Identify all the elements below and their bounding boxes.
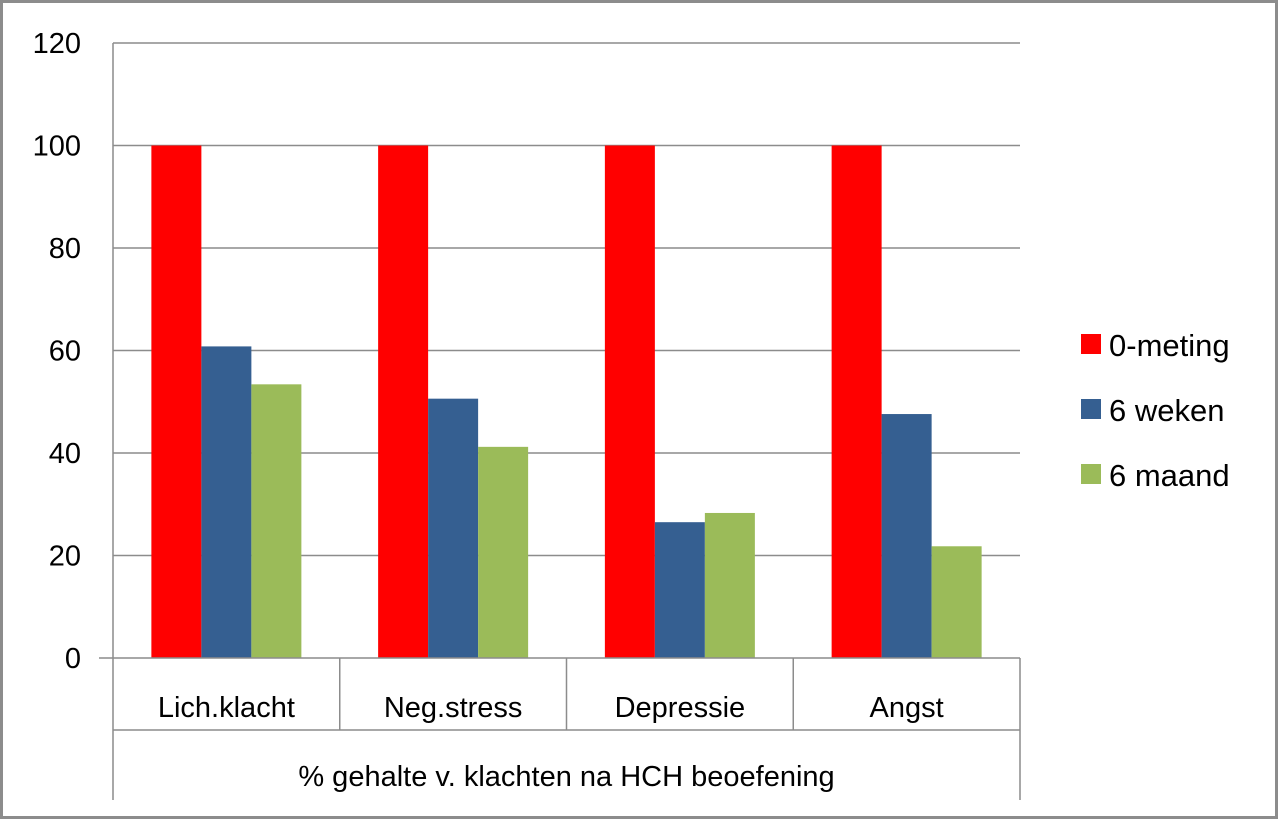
category-label: Neg.stress: [384, 692, 523, 724]
bar: [931, 546, 982, 658]
axes: [99, 43, 1021, 800]
legend: 0-meting 6 weken 6 maand: [1081, 328, 1230, 493]
bar: [881, 414, 932, 658]
bar: [378, 145, 429, 658]
y-tick-label: 0: [65, 643, 81, 675]
category-labels: Lich.klacht Neg.stress Depressie Angst: [158, 692, 944, 724]
bars: [151, 145, 982, 658]
legend-label: 6 weken: [1109, 393, 1224, 428]
y-tick-label: 60: [49, 336, 81, 368]
category-label: Angst: [870, 692, 944, 724]
y-tick-label: 40: [49, 438, 81, 470]
bar-chart: 0 20 40 60 80 100 120 Lich.klacht Neg.stress Dep…: [33, 28, 1230, 800]
legend-swatch: [1081, 399, 1101, 419]
legend-swatch: [1081, 464, 1101, 484]
category-label: Lich.klacht: [158, 692, 295, 724]
bar: [251, 384, 302, 658]
legend-swatch: [1081, 334, 1101, 354]
category-label: Depressie: [615, 692, 746, 724]
bar: [201, 346, 252, 658]
bar: [831, 145, 882, 658]
bar: [704, 512, 755, 658]
legend-label: 0-meting: [1109, 328, 1230, 363]
y-tick-label: 80: [49, 233, 81, 265]
legend-label: 6 maand: [1109, 458, 1230, 493]
bar: [478, 446, 529, 658]
y-tick-label: 100: [33, 131, 81, 163]
y-tick-label: 120: [33, 28, 81, 60]
y-tick-labels: 0 20 40 60 80 100 120: [33, 28, 81, 675]
bar: [654, 522, 705, 658]
bar: [604, 145, 655, 658]
bar: [151, 145, 202, 658]
bar: [428, 398, 479, 658]
y-tick-label: 20: [49, 541, 81, 573]
x-axis-group-label: % gehalte v. klachten na HCH beoefening: [298, 761, 834, 793]
